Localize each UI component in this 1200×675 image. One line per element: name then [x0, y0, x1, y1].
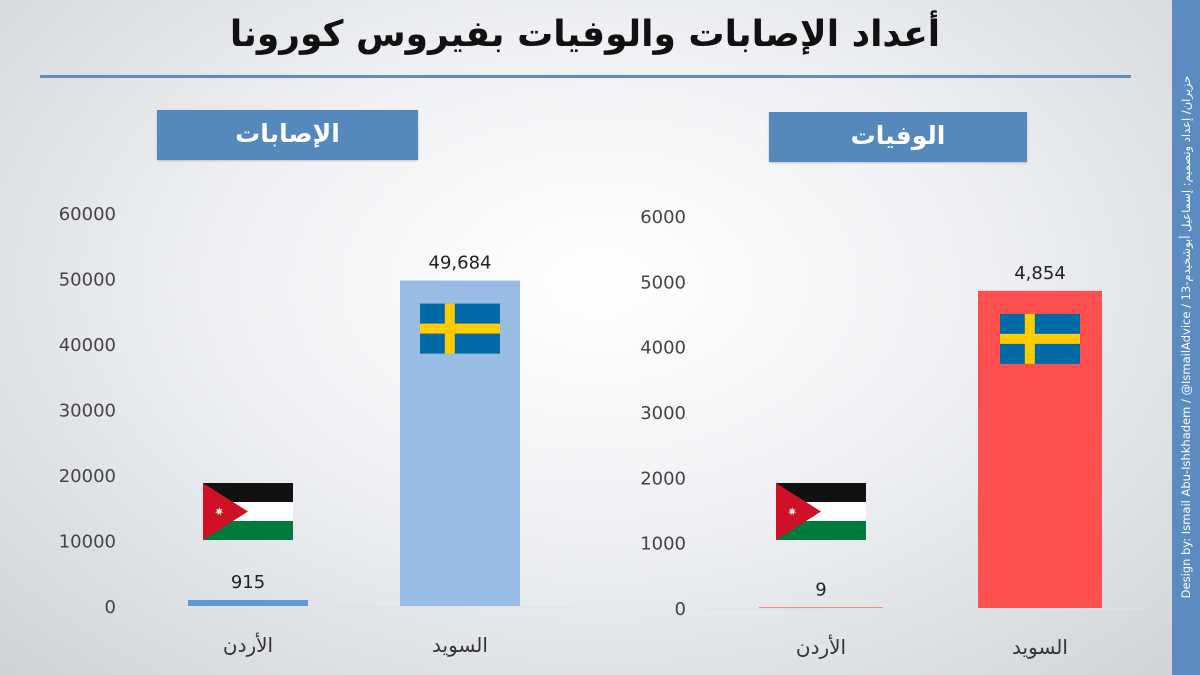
- jordan-flag-triangle: [203, 483, 248, 540]
- bar-jordan: [759, 607, 883, 608]
- cases-panel-label: الإصابات: [157, 110, 418, 160]
- y-tick-label: 30000: [59, 401, 116, 422]
- sweden-flag: [420, 303, 500, 354]
- category-label: الأردن: [796, 635, 846, 659]
- title-divider: [40, 75, 1131, 78]
- data-label: 9: [815, 579, 826, 600]
- cases-chart: 0 10000 20000 30000 40000 50000 60000 915 الأردن…: [59, 204, 570, 657]
- bar-jordan: [188, 600, 308, 606]
- jordan-flag: [776, 483, 866, 540]
- y-tick-label: 40000: [59, 335, 116, 356]
- data-label: 49,684: [429, 253, 492, 274]
- category-label: الأردن: [223, 633, 273, 657]
- y-tick-label: 6000: [640, 207, 686, 228]
- category-label: السويد: [432, 633, 488, 657]
- y-tick-label: 10000: [59, 532, 116, 553]
- data-label: 4,854: [1014, 263, 1066, 284]
- jordan-flag: [203, 483, 293, 540]
- sweden-flag-cross-horizontal: [1000, 333, 1080, 344]
- y-tick-label: 3000: [640, 403, 686, 424]
- jordan-flag-star: [215, 507, 224, 516]
- y-tick-label: 5000: [640, 272, 686, 293]
- y-tick-label: 0: [675, 599, 686, 620]
- jordan-flag-star: [788, 507, 797, 516]
- y-tick-label: 2000: [640, 468, 686, 489]
- y-tick-label: 0: [105, 597, 116, 618]
- y-tick-label: 1000: [640, 534, 686, 555]
- sweden-flag-cross-horizontal: [420, 323, 500, 334]
- sweden-flag: [1000, 313, 1080, 364]
- y-tick-label: 20000: [59, 466, 116, 487]
- page-title: أعداد الإصابات والوفيات بفيروس كورونا: [229, 14, 941, 55]
- credit-text: Design by: Ismail Abu-Ishkhadem / @Ismai…: [1179, 75, 1193, 599]
- y-tick-label: 60000: [59, 204, 116, 225]
- jordan-flag-triangle: [776, 483, 821, 540]
- category-label: السويد: [1012, 635, 1068, 659]
- y-tick-label: 50000: [59, 270, 116, 291]
- data-label: 915: [231, 572, 265, 593]
- credit-strip: [1172, 0, 1200, 675]
- deaths-panel-label: الوفيات: [769, 112, 1027, 162]
- y-tick-label: 4000: [640, 338, 686, 359]
- deaths-chart: 0 1000 2000 3000 4000 5000 6000 9 الأردن 4,854 الس…: [640, 207, 1145, 659]
